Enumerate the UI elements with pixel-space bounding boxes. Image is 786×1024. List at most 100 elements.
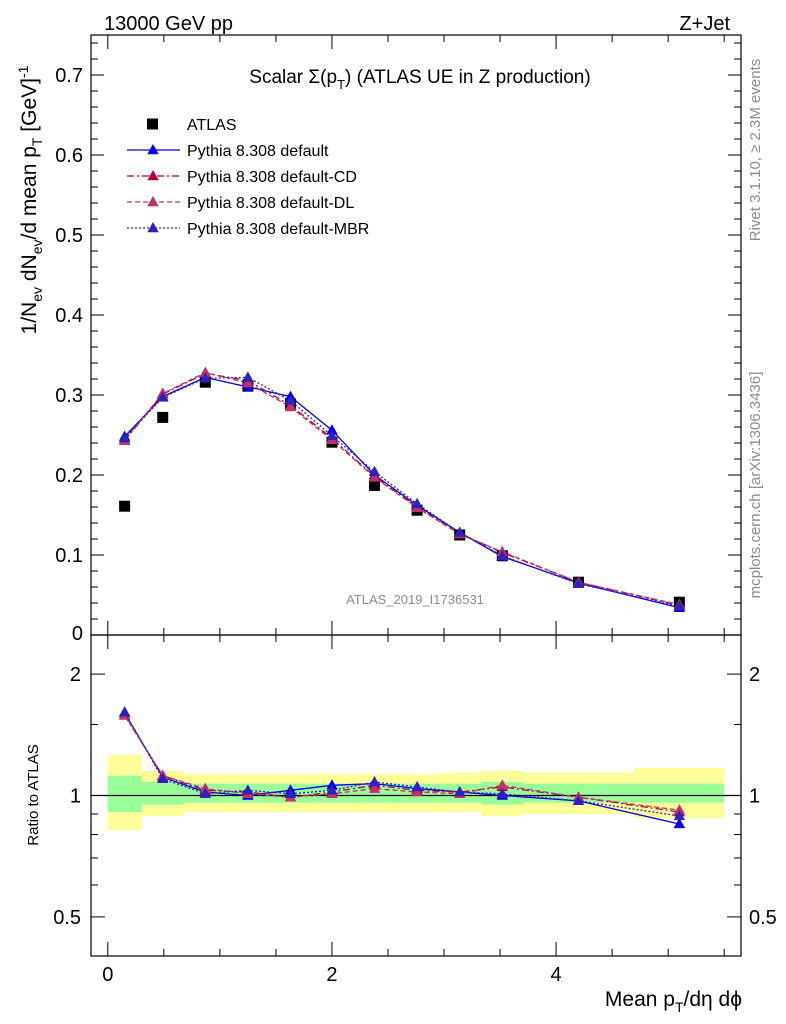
x-tick-label: 2 bbox=[326, 964, 337, 986]
legend-marker bbox=[147, 222, 159, 233]
ratio-series-line bbox=[124, 712, 680, 825]
mc-data-point bbox=[496, 549, 508, 560]
x-tick-label: 4 bbox=[551, 964, 562, 986]
mc-data-point bbox=[326, 424, 338, 435]
legend-marker bbox=[147, 196, 159, 207]
inner-uncertainty-band bbox=[107, 775, 142, 813]
ratio-data-point bbox=[242, 784, 254, 795]
ratio-data-point bbox=[454, 786, 466, 797]
ratio-data-point bbox=[572, 794, 585, 806]
legend-label: Pythia 8.308 default-CD bbox=[187, 169, 357, 186]
inner-uncertainty-band bbox=[141, 782, 185, 805]
ylabel-sub3: T bbox=[29, 137, 45, 146]
ratio-data-point bbox=[368, 776, 381, 787]
ylabel-c: /d mean p bbox=[18, 146, 41, 239]
legend-label: ATLAS bbox=[187, 117, 237, 134]
plot-title-sub: T bbox=[337, 77, 345, 92]
legend-marker bbox=[147, 144, 159, 155]
mc-data-point bbox=[572, 577, 585, 588]
mc-data-point bbox=[368, 471, 381, 482]
xlabel-b: /dη dϕ bbox=[684, 988, 742, 1011]
atlas-data-point bbox=[369, 479, 381, 491]
ratio-y-tick-label: 1 bbox=[70, 786, 81, 808]
ratio-data-point bbox=[411, 780, 423, 792]
ratio-series-line bbox=[124, 711, 680, 817]
mc-data-point bbox=[242, 377, 254, 388]
mc-data-point bbox=[368, 465, 381, 476]
ratio-data-point bbox=[199, 787, 212, 798]
mc-data-point bbox=[284, 394, 297, 405]
ylabel-d: [GeV] bbox=[18, 78, 41, 138]
ratio-data-point bbox=[199, 782, 212, 793]
main-y-tick-label: 0.4 bbox=[55, 305, 83, 327]
legend-label: Pythia 8.308 default-MBR bbox=[187, 221, 369, 238]
rivet-label: Rivet 3.1.10, ≥ 2.3M events bbox=[747, 59, 764, 242]
ratio-data-point bbox=[284, 787, 297, 798]
energy-label: 13000 GeV pp bbox=[104, 13, 233, 35]
atlas-data-point bbox=[157, 411, 169, 423]
main-y-tick-label-zero: 0 bbox=[72, 623, 83, 645]
mc-data-point bbox=[242, 371, 254, 382]
main-series-line bbox=[124, 376, 680, 607]
ratio-panel: 0.5 0.5 1 1 2 2 0 2 4 bbox=[53, 634, 777, 986]
mc-data-point bbox=[157, 391, 169, 402]
main-y-tick-label: 0.6 bbox=[55, 145, 83, 167]
ratio-data-point bbox=[118, 706, 131, 717]
plot-title: Scalar Σ(pT) (ATLAS UE in Z production) bbox=[249, 67, 590, 92]
ylabel-sub2: ev bbox=[29, 239, 45, 254]
process-label: Z+Jet bbox=[679, 13, 730, 35]
ratio-data-point bbox=[673, 804, 686, 815]
main-series-line bbox=[124, 371, 680, 606]
main-y-tick-label: 0.7 bbox=[55, 65, 83, 87]
ratio-data-point bbox=[496, 787, 508, 798]
main-y-tick-label: 0.5 bbox=[55, 225, 83, 247]
ratio-y-tick-label-right: 2 bbox=[749, 664, 760, 686]
ratio-series-line bbox=[124, 715, 680, 811]
ratio-data-point bbox=[673, 809, 686, 821]
main-series-line bbox=[124, 376, 680, 609]
mc-data-point bbox=[118, 432, 131, 443]
main-panel: 0.1 0.2 0.3 0.4 0.5 0.6 0.7 0 bbox=[55, 34, 742, 645]
ratio-y-tick-label: 0.5 bbox=[53, 907, 81, 929]
x-tick-label: 0 bbox=[102, 964, 113, 986]
inner-uncertainty-band bbox=[633, 783, 725, 803]
x-axis-title: Mean pT/dη dϕ bbox=[605, 988, 742, 1015]
mc-data-point bbox=[199, 366, 212, 377]
ylabel-b: dN bbox=[18, 254, 41, 287]
ratio-y-tick-label-right: 1 bbox=[749, 786, 760, 808]
ratio-data-point bbox=[368, 782, 381, 793]
legend: ATLAS Pythia 8.308 default Pythia 8.308 de… bbox=[127, 117, 369, 238]
ratio-y-axis-title: Ratio to ATLAS bbox=[25, 744, 42, 845]
ylabel-sub1: ev bbox=[29, 287, 45, 302]
legend-label: Pythia 8.308 default bbox=[187, 143, 329, 160]
plot-title-text-a: Scalar Σ(p bbox=[249, 67, 337, 88]
main-y-tick-label: 0.2 bbox=[55, 465, 83, 487]
main-y-axis-title: 1/Nev dNev/d mean pT [GeV]-1 bbox=[15, 65, 45, 334]
inner-uncertainty-band bbox=[353, 783, 396, 803]
mc-data-point bbox=[199, 372, 212, 383]
ratio-data-point bbox=[673, 817, 686, 829]
mc-data-point bbox=[454, 526, 466, 537]
mcplots-label: mcplots.cern.ch [arXiv:1306.3436] bbox=[747, 372, 764, 599]
ratio-data-point bbox=[326, 784, 338, 795]
ratio-data-point bbox=[157, 772, 169, 784]
main-y-tick-label: 0.1 bbox=[55, 545, 83, 567]
ratio-y-tick-label: 2 bbox=[70, 664, 81, 686]
ylabel-a: 1/N bbox=[18, 302, 41, 335]
main-y-tick-label: 0.3 bbox=[55, 385, 83, 407]
ylabel-sup: -1 bbox=[15, 65, 31, 78]
mc-data-point bbox=[673, 600, 686, 611]
mc-data-point bbox=[411, 497, 423, 508]
legend-marker bbox=[147, 170, 159, 181]
analysis-watermark: ATLAS_2019_I1736531 bbox=[346, 592, 484, 607]
ratio-data-point bbox=[496, 779, 508, 790]
plot-title-text-b: ) (ATLAS UE in Z production) bbox=[345, 67, 591, 88]
mc-data-point bbox=[326, 429, 338, 440]
mc-data-point bbox=[284, 401, 297, 412]
atlas-data-point bbox=[119, 500, 131, 512]
ratio-series-line bbox=[124, 715, 680, 813]
ratio-y-tick-label-right: 0.5 bbox=[749, 907, 777, 929]
xlabel-sub: T bbox=[675, 999, 684, 1015]
legend-label: Pythia 8.308 default-DL bbox=[187, 195, 354, 212]
